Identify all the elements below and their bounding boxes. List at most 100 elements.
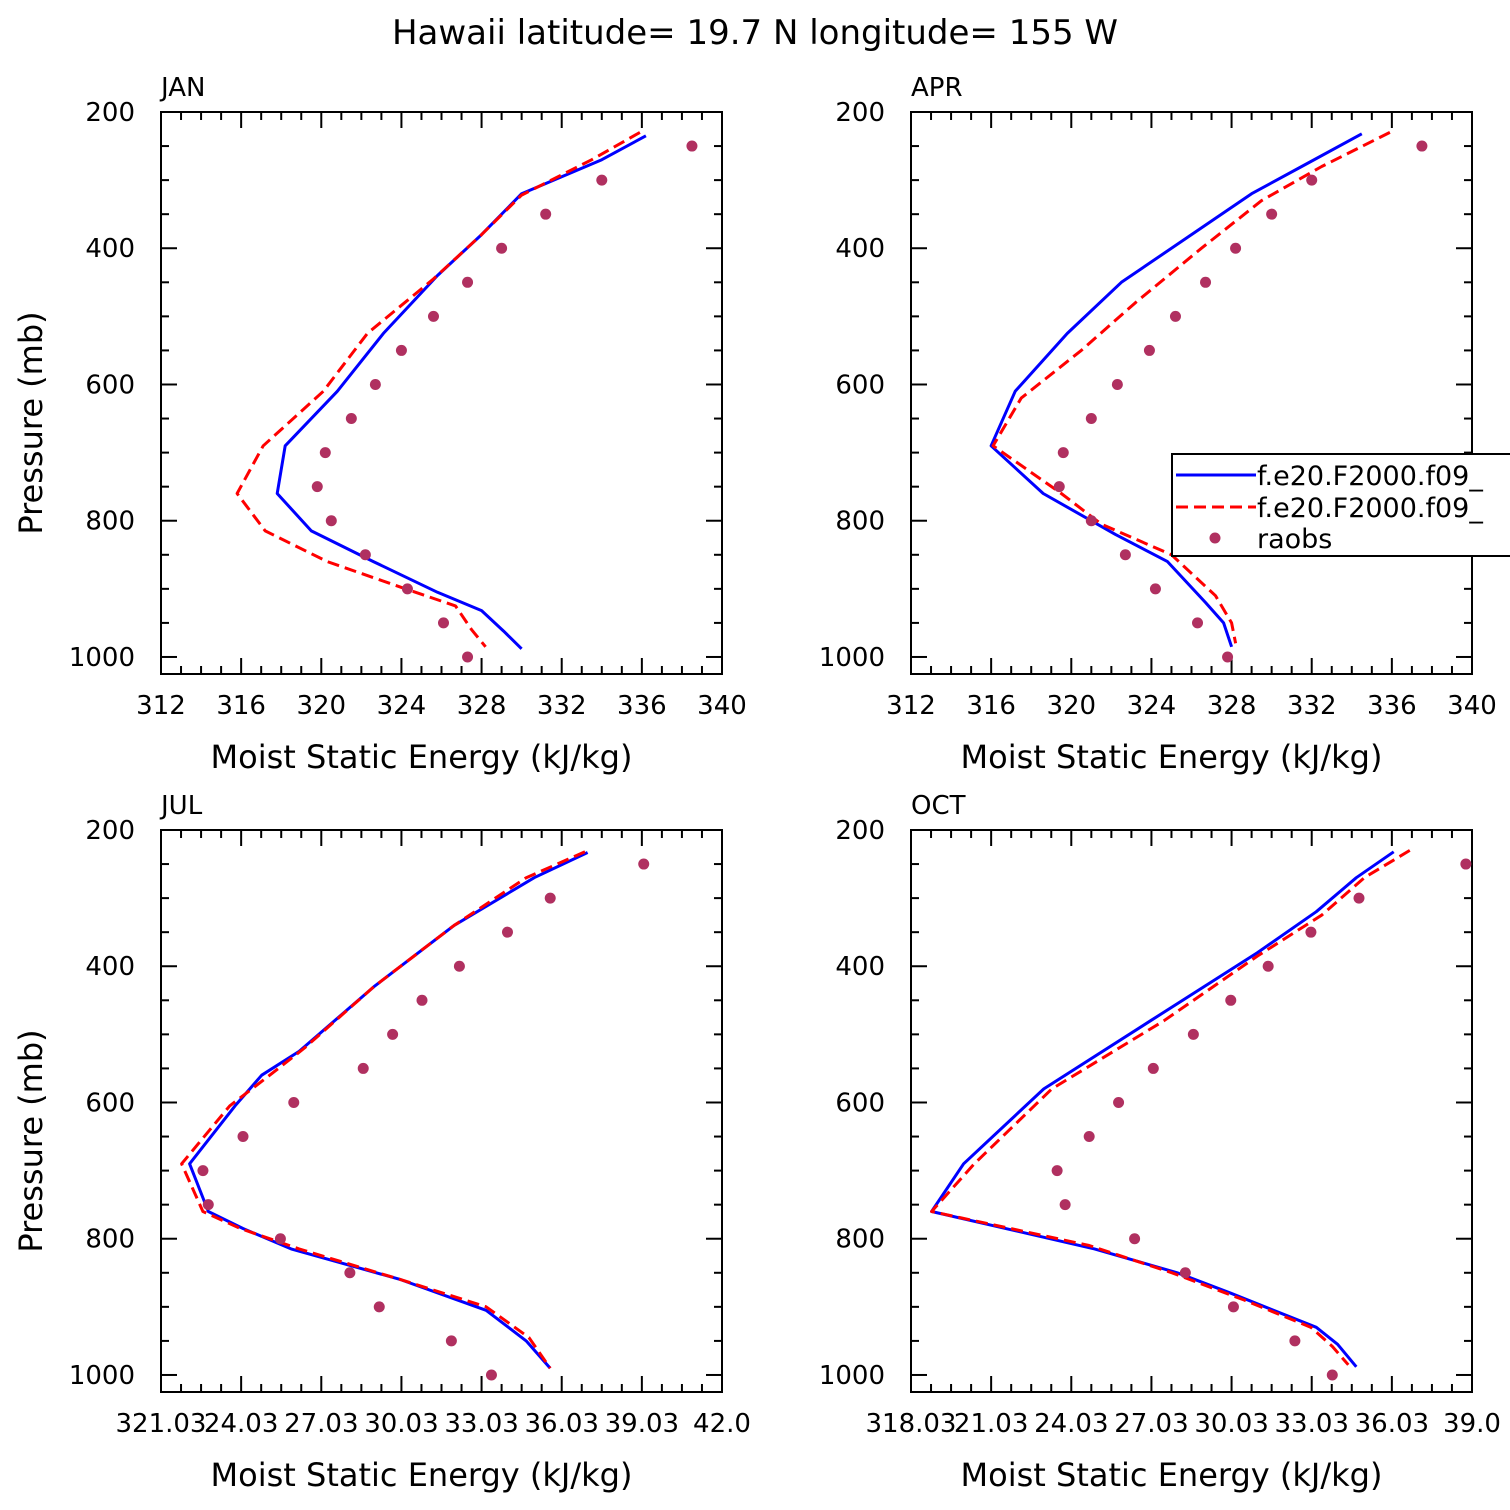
model-line-solid — [275, 134, 647, 650]
raobs-point — [1326, 1369, 1338, 1381]
raobs-point — [1085, 413, 1097, 425]
raobs-point — [1353, 892, 1365, 904]
y-tick-label: 1000 — [69, 643, 135, 673]
raobs-point — [1085, 515, 1097, 527]
x-tick-label: 336 — [617, 691, 667, 721]
y-tick-label: 200 — [835, 98, 885, 128]
x-tick-label: 320 — [296, 691, 346, 721]
legend-label: raobs — [1257, 524, 1332, 555]
y-tick-label: 1000 — [69, 1361, 135, 1391]
x-tick-label: 324 — [377, 691, 427, 721]
raobs-point — [1057, 447, 1069, 459]
raobs-point — [1111, 378, 1123, 390]
legend: f.e20.F2000.f09_f.e20.F2000.f09_raobs — [1171, 453, 1510, 557]
x-tick-label: 316 — [216, 691, 266, 721]
raobs-point — [1179, 1267, 1191, 1279]
raobs-point — [369, 378, 381, 390]
x-tick-label: 33.03 — [444, 1409, 518, 1439]
x-tick-label: 312 — [886, 691, 936, 721]
raobs-point — [638, 858, 650, 870]
raobs-point — [416, 994, 428, 1006]
raobs-point — [501, 926, 513, 938]
x-tick-label: 324 — [1127, 691, 1177, 721]
y-tick-label: 800 — [85, 507, 135, 537]
y-tick-label: 800 — [85, 1225, 135, 1255]
raobs-point — [427, 310, 439, 322]
y-axis-label: Pressure (mb) — [12, 311, 50, 534]
y-tick-label: 800 — [835, 1225, 885, 1255]
raobs-point — [1262, 960, 1274, 972]
x-tick-label: 30.03 — [1194, 1409, 1268, 1439]
raobs-point — [357, 1062, 369, 1074]
x-tick-label: 316 — [966, 691, 1016, 721]
raobs-point — [1225, 994, 1237, 1006]
panel-title: JAN — [159, 73, 205, 103]
y-tick-label: 600 — [835, 1088, 885, 1118]
panel-title: APR — [911, 73, 963, 103]
plot-frame — [160, 111, 723, 675]
raobs-point — [1053, 481, 1065, 493]
raobs-point — [1147, 1062, 1159, 1074]
x-tick-label: 332 — [537, 691, 587, 721]
data-layer — [930, 849, 1472, 1381]
raobs-point — [1305, 926, 1317, 938]
raobs-point — [359, 549, 371, 561]
raobs-point — [1051, 1165, 1063, 1177]
x-tick-label: 21.03 — [954, 1409, 1028, 1439]
y-tick-label: 600 — [835, 370, 885, 400]
raobs-point — [1113, 1096, 1125, 1108]
raobs-point — [311, 481, 323, 493]
raobs-point — [1192, 617, 1204, 629]
x-tick-label: 312 — [136, 691, 186, 721]
raobs-point — [237, 1131, 249, 1143]
plot-frame — [910, 829, 1473, 1393]
raobs-point — [288, 1096, 300, 1108]
raobs-point — [596, 174, 608, 186]
y-tick-label: 400 — [85, 234, 135, 264]
raobs-point — [319, 447, 331, 459]
x-tick-label: 340 — [697, 691, 747, 721]
x-tick-label: 340 — [1447, 691, 1497, 721]
raobs-point — [462, 651, 474, 663]
panel-title: JUL — [159, 791, 203, 821]
raobs-point — [453, 960, 465, 972]
x-axis-label: Moist Static Energy (kJ/kg) — [211, 738, 633, 776]
raobs-point — [485, 1369, 497, 1381]
raobs-point — [1222, 651, 1234, 663]
x-tick-label: 24.03 — [204, 1409, 278, 1439]
y-tick-label: 600 — [85, 370, 135, 400]
model-line-solid — [930, 850, 1395, 1368]
raobs-point — [438, 617, 450, 629]
x-tick-label: 39.0 — [1443, 1409, 1501, 1439]
x-tick-label: 36.03 — [1355, 1409, 1429, 1439]
model-line-dashed — [991, 131, 1391, 644]
raobs-point — [1416, 140, 1428, 152]
y-tick-label: 200 — [85, 98, 135, 128]
x-tick-label: 320 — [1046, 691, 1096, 721]
x-tick-label: 336 — [1367, 691, 1417, 721]
legend-box — [1171, 453, 1510, 557]
raobs-point — [496, 242, 508, 254]
plot-frame — [160, 829, 723, 1393]
x-tick-label: 328 — [1207, 691, 1257, 721]
x-tick-label: 332 — [1287, 691, 1337, 721]
panel-title: OCT — [911, 791, 966, 821]
y-tick-label: 400 — [835, 234, 885, 264]
y-tick-label: 400 — [835, 952, 885, 982]
raobs-point — [1059, 1199, 1071, 1211]
raobs-point — [462, 276, 474, 288]
model-line-solid — [989, 132, 1363, 648]
raobs-point — [1200, 276, 1212, 288]
raobs-point — [540, 208, 552, 220]
model-line-dashed — [930, 849, 1411, 1366]
y-tick-label: 1000 — [819, 1361, 885, 1391]
plot-frame — [910, 111, 1473, 675]
y-tick-label: 800 — [835, 507, 885, 537]
raobs-point — [401, 583, 413, 595]
raobs-point — [1083, 1131, 1095, 1143]
data-layer — [989, 131, 1428, 663]
raobs-point — [387, 1028, 399, 1040]
